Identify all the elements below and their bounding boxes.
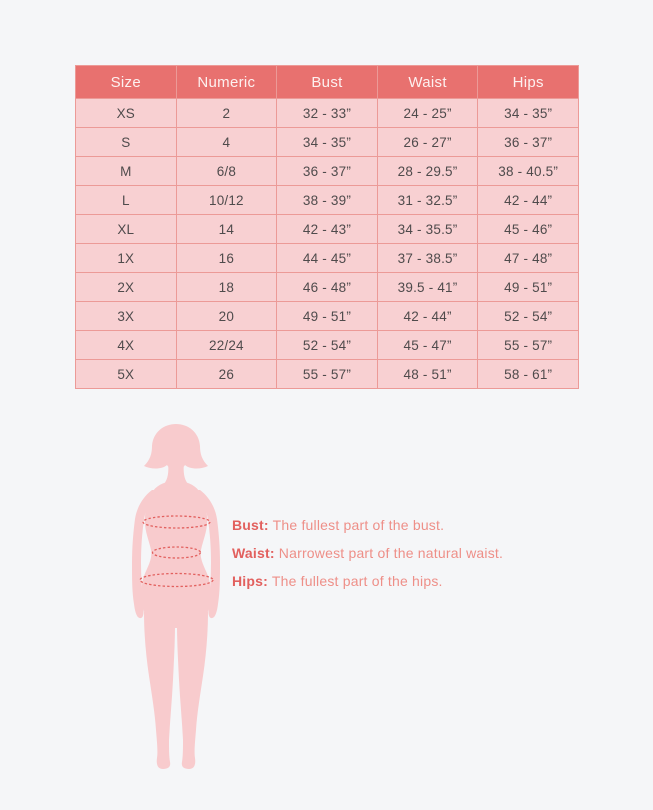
- table-row-4x: 4X 22/24 52 - 54” 45 - 47” 55 - 57”: [75, 330, 579, 360]
- column-header-size: Size: [75, 65, 177, 99]
- measurement-figure: [121, 422, 231, 772]
- hips-cell: 47 - 48”: [477, 243, 579, 273]
- table-row-3x: 3X 20 49 - 51” 42 - 44” 52 - 54”: [75, 301, 579, 331]
- bust-note: Bust: The fullest part of the bust.: [232, 511, 503, 539]
- size-cell: S: [75, 127, 177, 157]
- hips-cell: 49 - 51”: [477, 272, 579, 302]
- bust-cell: 34 - 35”: [276, 127, 378, 157]
- column-header-numeric: Numeric: [175, 65, 278, 99]
- numeric-cell: 18: [175, 272, 278, 302]
- waist-measure-line: [151, 546, 202, 559]
- waist-cell: 26 - 27”: [376, 127, 479, 157]
- header-row: Size Numeric Bust Waist Hips: [75, 65, 579, 99]
- numeric-cell: 20: [175, 301, 278, 331]
- size-chart-table: Size Numeric Bust Waist Hips XS 2 32 - 3…: [75, 65, 579, 389]
- waist-cell: 28 - 29.5”: [376, 156, 479, 186]
- waist-cell: 34 - 35.5”: [376, 214, 479, 244]
- hips-cell: 36 - 37”: [477, 127, 579, 157]
- waist-cell: 48 - 51”: [376, 359, 479, 389]
- bust-note-label: Bust:: [232, 517, 269, 533]
- hips-cell: 55 - 57”: [477, 330, 579, 360]
- bust-cell: 38 - 39”: [276, 185, 378, 215]
- hips-cell: 45 - 46”: [477, 214, 579, 244]
- hips-cell: 34 - 35”: [477, 98, 579, 128]
- waist-note-label: Waist:: [232, 545, 275, 561]
- waist-cell: 37 - 38.5”: [376, 243, 479, 273]
- size-cell: 4X: [75, 330, 177, 360]
- column-header-waist: Waist: [376, 65, 479, 99]
- numeric-cell: 22/24: [175, 330, 278, 360]
- bust-cell: 42 - 43”: [276, 214, 378, 244]
- bust-cell: 36 - 37”: [276, 156, 378, 186]
- bust-cell: 46 - 48”: [276, 272, 378, 302]
- table-row-xs: XS 2 32 - 33” 24 - 25” 34 - 35”: [75, 98, 579, 128]
- hips-note-label: Hips:: [232, 573, 268, 589]
- column-header-hips: Hips: [477, 65, 579, 99]
- size-cell: 5X: [75, 359, 177, 389]
- hips-cell: 52 - 54”: [477, 301, 579, 331]
- waist-cell: 39.5 - 41”: [376, 272, 479, 302]
- size-cell: XS: [75, 98, 177, 128]
- hips-note-text: The fullest part of the hips.: [271, 573, 443, 589]
- table-row-5x: 5X 26 55 - 57” 48 - 51” 58 - 61”: [75, 359, 579, 389]
- bust-measure-line: [142, 515, 211, 529]
- column-header-bust: Bust: [276, 65, 378, 99]
- waist-cell: 42 - 44”: [376, 301, 479, 331]
- numeric-cell: 14: [175, 214, 278, 244]
- female-body-silhouette-icon: [132, 424, 220, 769]
- waist-cell: 24 - 25”: [376, 98, 479, 128]
- numeric-cell: 2: [175, 98, 278, 128]
- numeric-cell: 16: [175, 243, 278, 273]
- size-chart-header: Size Numeric Bust Waist Hips: [75, 65, 579, 99]
- hips-measure-line: [139, 572, 214, 588]
- size-cell: 3X: [75, 301, 177, 331]
- measurement-notes: Bust: The fullest part of the bust. Wais…: [232, 511, 503, 595]
- hips-cell: 42 - 44”: [477, 185, 579, 215]
- waist-note-text: Narrowest part of the natural waist.: [278, 545, 504, 561]
- table-row-m: M 6/8 36 - 37” 28 - 29.5” 38 - 40.5”: [75, 156, 579, 186]
- size-cell: M: [75, 156, 177, 186]
- bust-cell: 32 - 33”: [276, 98, 378, 128]
- size-cell: 1X: [75, 243, 177, 273]
- hips-cell: 58 - 61”: [477, 359, 579, 389]
- waist-cell: 31 - 32.5”: [376, 185, 479, 215]
- hips-note: Hips: The fullest part of the hips.: [232, 567, 503, 595]
- bust-note-text: The fullest part of the bust.: [272, 517, 445, 533]
- table-row-l: L 10/12 38 - 39” 31 - 32.5” 42 - 44”: [75, 185, 579, 215]
- waist-note: Waist: Narrowest part of the natural wai…: [232, 539, 503, 567]
- table-row-1x: 1X 16 44 - 45” 37 - 38.5” 47 - 48”: [75, 243, 579, 273]
- size-cell: 2X: [75, 272, 177, 302]
- bust-cell: 44 - 45”: [276, 243, 378, 273]
- size-cell: L: [75, 185, 177, 215]
- bust-cell: 52 - 54”: [276, 330, 378, 360]
- bust-cell: 55 - 57”: [276, 359, 378, 389]
- hips-cell: 38 - 40.5”: [477, 156, 579, 186]
- numeric-cell: 4: [175, 127, 278, 157]
- size-cell: XL: [75, 214, 177, 244]
- waist-cell: 45 - 47”: [376, 330, 479, 360]
- table-row-2x: 2X 18 46 - 48” 39.5 - 41” 49 - 51”: [75, 272, 579, 302]
- numeric-cell: 6/8: [175, 156, 278, 186]
- table-row-s: S 4 34 - 35” 26 - 27” 36 - 37”: [75, 127, 579, 157]
- numeric-cell: 10/12: [175, 185, 278, 215]
- numeric-cell: 26: [175, 359, 278, 389]
- size-chart-body: XS 2 32 - 33” 24 - 25” 34 - 35” S 4 34 -…: [75, 98, 579, 389]
- bust-cell: 49 - 51”: [276, 301, 378, 331]
- table-row-xl: XL 14 42 - 43” 34 - 35.5” 45 - 46”: [75, 214, 579, 244]
